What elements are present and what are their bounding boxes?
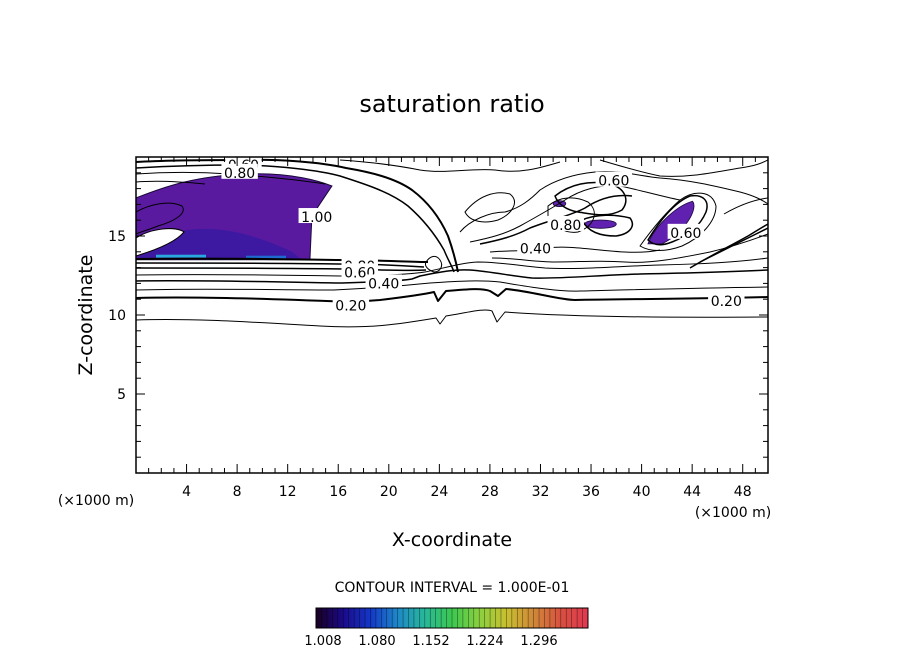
y-axis-label: Z-coordinate [75,255,97,376]
x-tick-label: 8 [233,484,242,500]
contour-label: 0.60 [670,226,701,242]
x-tick-label: 44 [683,484,701,500]
contour-label: 0.20 [335,299,366,315]
contour-line [699,227,768,263]
contour-label-bg [595,171,632,187]
contour-label-bg [298,208,335,224]
contour-label: 0.40 [368,276,399,292]
contour-line [581,214,634,237]
colorbar-frame [315,607,589,629]
contour-line [647,194,708,246]
x-unit-label: (×1000 m) [695,505,771,521]
x-tick-label: 16 [329,484,347,500]
x-tick-label: 48 [734,484,752,500]
contour-line [136,280,768,292]
contour-line [599,159,768,177]
contour-label-bg [332,296,370,312]
x-axis-label: X-coordinate [392,529,512,551]
contour-line [136,164,455,273]
x-tick-label: 20 [380,484,398,500]
contour-label-bg [547,215,584,231]
contour-label: 0.40 [520,242,551,258]
contour-line [136,288,768,303]
contour-line [339,159,561,172]
clear-pocket [136,228,185,257]
contour-line [464,192,515,223]
colorbar-tick-label: 1.296 [520,634,557,649]
contour-line [136,257,429,263]
colorbar-tick-label: 1.080 [358,634,395,649]
contour-label-bg [221,163,258,179]
x-tick-label: 28 [481,484,499,500]
contour-line [554,181,627,216]
y-unit-label: (×1000 m) [58,493,134,509]
x-tick-label: 12 [279,484,297,500]
colorbar-tick-label: 1.224 [466,634,503,649]
filled-regions [136,173,695,261]
chart-title: saturation ratio [359,90,544,118]
contour-line [136,180,206,185]
contour-line [469,185,681,243]
y-tick-label: 15 [108,229,126,245]
contour-labels: 0.600.801.000.800.600.400.200.400.800.60… [221,155,745,315]
x-tick-labels: 4 8 12 16 20 24 28 32 36 40 44 48 [182,484,752,500]
contour-line [723,197,768,215]
contour-line [136,309,768,328]
contour-label: 0.60 [598,174,629,190]
colorbar-tick-label: 1.008 [304,634,341,649]
axis-ticks [136,157,768,473]
x-tick-label: 36 [582,484,600,500]
contour-label-bg [708,291,745,307]
contour-label-bg [667,223,705,239]
contour-label-bg [365,274,402,290]
contour-line [136,262,425,268]
x-tick-label: 24 [430,484,448,500]
contour-label: 1.00 [301,210,332,226]
contour-line [639,192,717,251]
contour-line [136,257,768,277]
contour-line [136,267,427,272]
colorbar-tick-label: 1.152 [412,634,449,649]
y-tick-label: 5 [117,387,126,403]
contour-label: 0.20 [711,294,742,310]
contour-label: 0.80 [550,218,581,234]
filled-region [584,219,617,229]
contour-label: 0.80 [224,166,255,182]
contour-interval-text: CONTOUR INTERVAL = 1.000E-01 [335,580,570,596]
colorbar-labels: 1.008 1.080 1.152 1.224 1.296 [304,634,557,649]
contour-line [136,269,768,284]
x-tick-label: 4 [182,484,191,500]
contour-line [136,158,459,273]
contour-line [425,255,443,273]
filled-region-highlight [246,255,286,259]
contour-label-bg [517,239,554,255]
y-tick-label: 10 [108,308,126,324]
x-tick-label: 32 [532,484,550,500]
colorbar-bins [321,608,583,628]
contour-line [489,246,661,253]
filled-region-highlight [156,254,206,258]
contour-line [136,202,184,235]
y-tick-labels: 5 10 15 [108,229,126,403]
x-tick-label: 40 [633,484,651,500]
